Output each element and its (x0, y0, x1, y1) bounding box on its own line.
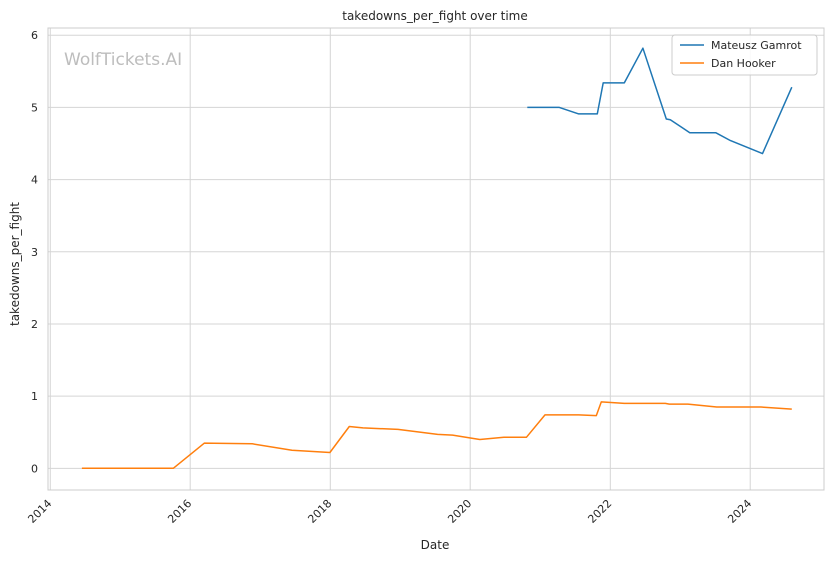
x-tick-label: 2024 (725, 497, 754, 526)
x-tick-labels: 2014 2016 2018 2020 2022 2024 (25, 497, 754, 526)
legend: Mateusz Gamrot Dan Hooker (671, 34, 818, 76)
x-tick-label: 2014 (25, 497, 54, 526)
series-lines (81, 47, 793, 470)
y-tick-label: 4 (31, 174, 38, 187)
y-tick-labels: 0 1 2 3 4 5 6 (31, 29, 38, 475)
legend-label-dan-hooker: Dan Hooker (711, 57, 776, 70)
legend-box (671, 34, 818, 76)
x-tick-label: 2020 (445, 497, 474, 526)
legend-label-mateusz-gamrot: Mateusz Gamrot (711, 39, 802, 52)
x-tick-label: 2022 (585, 497, 614, 526)
y-tick-label: 3 (31, 246, 38, 259)
y-tick-label: 6 (31, 29, 38, 42)
x-tick-label: 2018 (305, 497, 334, 526)
grid (48, 28, 824, 490)
watermark: WolfTickets.AI (64, 50, 182, 70)
series-line-dan-hooker (81, 401, 792, 470)
x-tick-label: 2016 (165, 497, 194, 526)
y-tick-label: 1 (31, 390, 38, 403)
y-tick-label: 0 (31, 462, 38, 475)
plot-frame (47, 27, 825, 491)
y-tick-label: 5 (31, 101, 38, 114)
y-tick-label: 2 (31, 318, 38, 331)
x-axis-title: Date (421, 538, 450, 552)
y-axis-title: takedowns_per_fight (8, 202, 22, 326)
chart-title: takedowns_per_fight over time (342, 9, 528, 23)
series-line-mateusz-gamrot (527, 47, 793, 155)
